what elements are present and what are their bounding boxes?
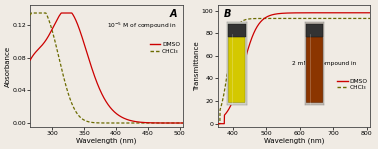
X-axis label: Wavelength (nm): Wavelength (nm) <box>76 138 137 144</box>
Text: A: A <box>169 8 177 18</box>
Text: $10^{-5}$ M of compound in: $10^{-5}$ M of compound in <box>107 21 176 31</box>
Y-axis label: Transmittance: Transmittance <box>194 41 200 91</box>
Y-axis label: Absorbance: Absorbance <box>5 45 11 87</box>
Legend: DMSO, CHCl₃: DMSO, CHCl₃ <box>337 79 367 90</box>
Text: B: B <box>224 8 231 18</box>
Text: 2 mM of compound in: 2 mM of compound in <box>293 61 356 66</box>
Legend: DMSO, CHCl₃: DMSO, CHCl₃ <box>150 42 180 54</box>
X-axis label: Wavelength (nm): Wavelength (nm) <box>264 138 324 144</box>
